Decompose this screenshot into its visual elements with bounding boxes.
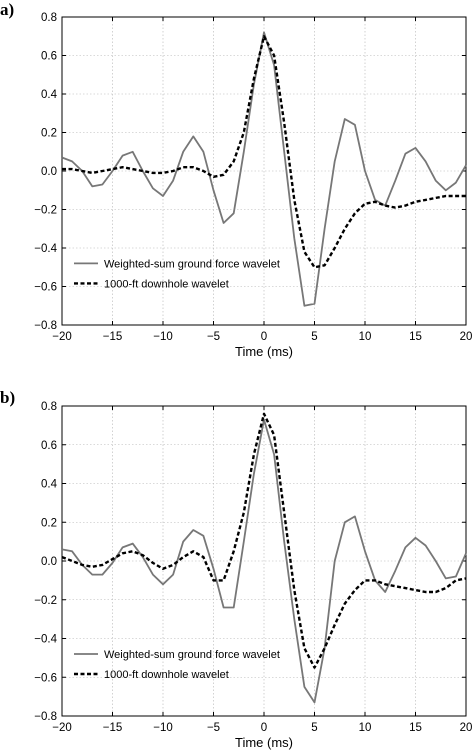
panel-label: a)	[0, 0, 14, 19]
y-tick-label: −0.8	[34, 320, 57, 332]
series-line-ground-force	[61, 418, 467, 704]
x-tick-label: −10	[153, 331, 173, 343]
y-tick-label: 0.6	[41, 51, 57, 63]
legend-label: 1000-ft downhole wavelet	[104, 669, 229, 681]
series-line-ground-force	[61, 31, 467, 307]
legend-label: 1000-ft downhole wavelet	[104, 278, 229, 290]
x-tick-label: 5	[311, 722, 317, 734]
x-tick-label: −15	[103, 722, 123, 734]
x-axis-label: Time (ms)	[235, 344, 293, 359]
x-tick-label: −15	[103, 331, 123, 343]
y-tick-label: −0.6	[34, 672, 57, 684]
panel-label: b)	[0, 388, 15, 407]
y-tick-label: −0.6	[34, 282, 57, 294]
y-tick-label: −0.2	[34, 205, 57, 217]
y-tick-label: 0.0	[41, 166, 57, 178]
x-tick-label: 5	[311, 331, 317, 343]
x-tick-label: −5	[207, 722, 220, 734]
x-tick-label: 20	[460, 331, 473, 343]
legend-label: Weighted-sum ground force wavelet	[104, 258, 280, 270]
x-tick-label: 10	[359, 331, 372, 343]
y-tick-label: 0.6	[41, 440, 57, 452]
x-tick-label: 0	[261, 331, 267, 343]
x-tick-label: −10	[153, 722, 173, 734]
chart-panel-a: −20 −15 −10 −5 0 5 10 15 20 −0.8 −0.6 −0.4 −0.2 0.0 0.…	[0, 0, 472, 359]
y-tick-label: −0.4	[34, 634, 57, 646]
x-tick-label: 15	[409, 722, 422, 734]
series-line-downhole	[62, 35, 466, 269]
legend-label: Weighted-sum ground force wavelet	[104, 649, 280, 661]
y-tick-label: −0.2	[34, 595, 57, 607]
y-tick-label: 0.8	[41, 401, 57, 413]
y-tick-label: 0.2	[41, 517, 57, 529]
series-line-downhole	[61, 412, 467, 669]
x-tick-label: −5	[207, 331, 220, 343]
chart-panel-b: −20 −15 −10 −5 0 5 10 15 20 −0.8 −0.6 −0.4 −0.2 0.0 0.…	[0, 388, 472, 750]
y-tick-label: 0.0	[41, 556, 57, 568]
y-tick-label: 0.8	[41, 12, 57, 24]
x-tick-label: −20	[52, 331, 72, 343]
y-tick-label: 0.4	[41, 89, 58, 101]
x-tick-label: 0	[261, 722, 267, 734]
x-axis-label: Time (ms)	[235, 735, 293, 750]
y-tick-label: 0.4	[41, 479, 58, 491]
x-tick-label: −20	[52, 722, 72, 734]
x-tick-label: 10	[359, 722, 372, 734]
y-tick-label: −0.8	[34, 711, 57, 723]
x-tick-label: 15	[409, 331, 422, 343]
y-tick-label: −0.4	[34, 243, 57, 255]
y-tick-label: 0.2	[41, 128, 57, 140]
x-tick-label: 20	[460, 722, 473, 734]
